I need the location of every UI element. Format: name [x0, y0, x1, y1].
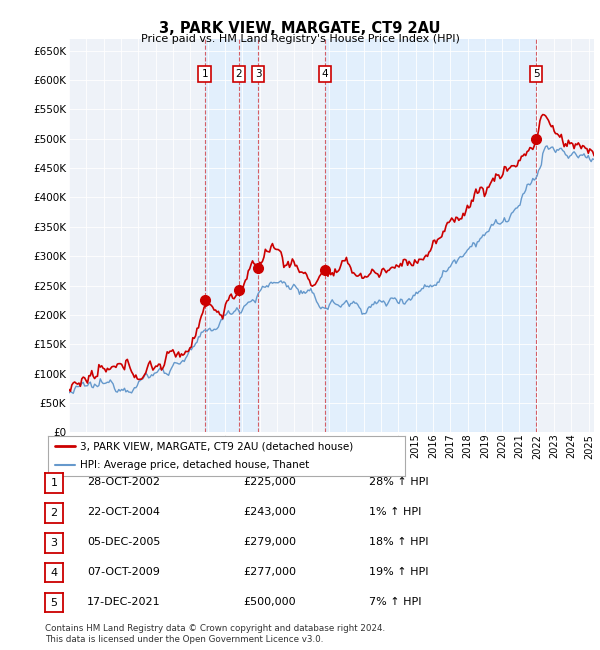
- Text: 22-OCT-2004: 22-OCT-2004: [87, 507, 160, 517]
- Text: 17-DEC-2021: 17-DEC-2021: [87, 597, 161, 607]
- Text: 4: 4: [322, 69, 328, 79]
- Text: Price paid vs. HM Land Registry's House Price Index (HPI): Price paid vs. HM Land Registry's House …: [140, 34, 460, 44]
- Text: 1: 1: [50, 478, 58, 488]
- Text: 3: 3: [50, 538, 58, 548]
- Text: £225,000: £225,000: [243, 477, 296, 488]
- Text: 18% ↑ HPI: 18% ↑ HPI: [369, 537, 428, 547]
- Text: 28-OCT-2002: 28-OCT-2002: [87, 477, 160, 488]
- Text: 2: 2: [50, 508, 58, 518]
- Text: 19% ↑ HPI: 19% ↑ HPI: [369, 567, 428, 577]
- Text: 3, PARK VIEW, MARGATE, CT9 2AU (detached house): 3, PARK VIEW, MARGATE, CT9 2AU (detached…: [80, 441, 353, 451]
- Text: £243,000: £243,000: [243, 507, 296, 517]
- Text: 7% ↑ HPI: 7% ↑ HPI: [369, 597, 421, 607]
- Text: 1% ↑ HPI: 1% ↑ HPI: [369, 507, 421, 517]
- Text: 3: 3: [255, 69, 262, 79]
- Bar: [325, 39, 536, 432]
- Text: 3, PARK VIEW, MARGATE, CT9 2AU: 3, PARK VIEW, MARGATE, CT9 2AU: [159, 21, 441, 36]
- Text: HPI: Average price, detached house, Thanet: HPI: Average price, detached house, Than…: [80, 460, 310, 470]
- Text: Contains HM Land Registry data © Crown copyright and database right 2024.
This d: Contains HM Land Registry data © Crown c…: [45, 624, 385, 644]
- Text: 5: 5: [533, 69, 539, 79]
- Text: 2: 2: [236, 69, 242, 79]
- Text: £277,000: £277,000: [243, 567, 296, 577]
- Text: 5: 5: [50, 597, 58, 608]
- Bar: [205, 39, 258, 432]
- Text: 07-OCT-2009: 07-OCT-2009: [87, 567, 160, 577]
- Text: 28% ↑ HPI: 28% ↑ HPI: [369, 477, 428, 488]
- Text: 1: 1: [202, 69, 208, 79]
- Text: 4: 4: [50, 567, 58, 578]
- Text: £500,000: £500,000: [243, 597, 296, 607]
- Text: 05-DEC-2005: 05-DEC-2005: [87, 537, 160, 547]
- Text: £279,000: £279,000: [243, 537, 296, 547]
